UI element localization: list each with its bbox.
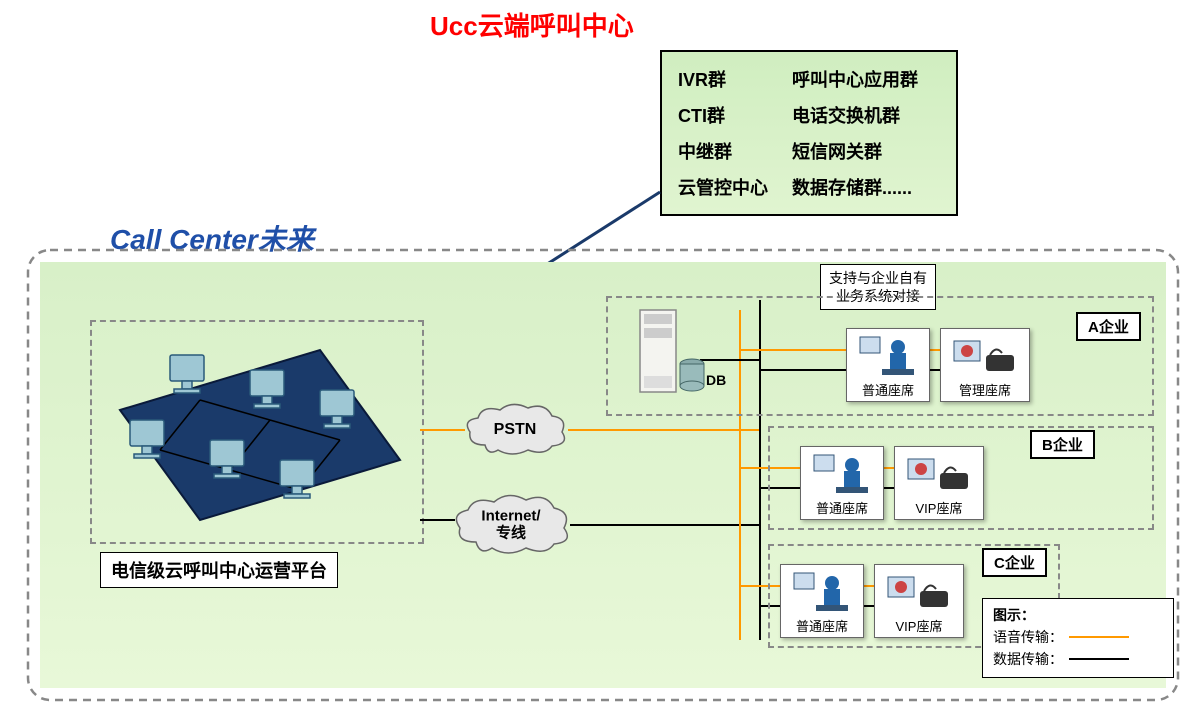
agent-c-vip: VIP座席 <box>874 564 964 638</box>
agent-a-normal: 普通座席 <box>846 328 930 402</box>
agent-b-normal: 普通座席 <box>800 446 884 520</box>
enterprise-a-label: A企业 <box>1076 312 1141 341</box>
diagram-canvas: { "title":{"text":"Ucc云端呼叫中心","color":"#… <box>0 0 1200 710</box>
enterprise-b-label: B企业 <box>1030 430 1095 459</box>
enterprise-c-label: C企业 <box>982 548 1047 577</box>
agent-b-vip: VIP座席 <box>894 446 984 520</box>
legend-box: 图示： 语音传输： 数据传输： <box>982 598 1174 678</box>
agent-a-manage: 管理座席 <box>940 328 1030 402</box>
agent-c-normal: 普通座席 <box>780 564 864 638</box>
